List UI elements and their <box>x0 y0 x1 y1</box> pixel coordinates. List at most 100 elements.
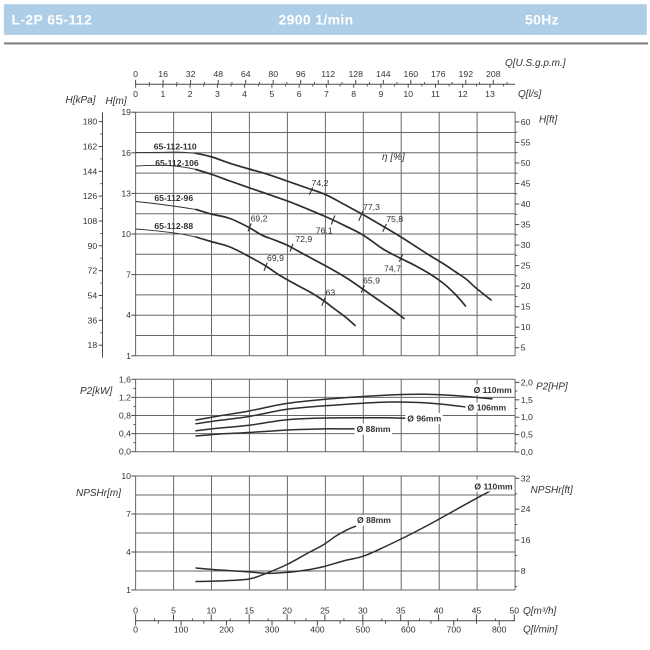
svg-text:40: 40 <box>521 199 531 209</box>
svg-text:8: 8 <box>351 89 356 99</box>
svg-text:Q[U.S.g.p.m.]: Q[U.S.g.p.m.] <box>505 58 566 69</box>
svg-text:90: 90 <box>88 241 98 251</box>
svg-text:0: 0 <box>133 69 138 79</box>
svg-text:60: 60 <box>521 117 531 127</box>
svg-text:Ø 110mm: Ø 110mm <box>474 481 513 491</box>
svg-text:700: 700 <box>447 625 462 635</box>
svg-text:15: 15 <box>244 605 254 615</box>
svg-text:H[kPa]: H[kPa] <box>66 95 96 106</box>
svg-text:20: 20 <box>521 281 531 291</box>
svg-text:4: 4 <box>242 89 247 99</box>
svg-text:10: 10 <box>403 89 413 99</box>
svg-text:Q[l/s]: Q[l/s] <box>518 89 542 100</box>
svg-text:96: 96 <box>296 69 306 79</box>
svg-text:65-112-110: 65-112-110 <box>154 141 197 151</box>
svg-text:55: 55 <box>521 137 531 147</box>
svg-text:0,5: 0,5 <box>521 430 533 440</box>
svg-text:0: 0 <box>133 625 138 635</box>
svg-text:50Hz: 50Hz <box>525 11 559 27</box>
svg-text:64: 64 <box>241 69 251 79</box>
svg-text:69,9: 69,9 <box>267 253 284 263</box>
svg-text:0,0: 0,0 <box>119 447 131 457</box>
svg-text:1,6: 1,6 <box>119 374 131 384</box>
svg-text:13: 13 <box>121 188 131 198</box>
svg-text:Ø 106mm: Ø 106mm <box>468 403 507 413</box>
svg-text:65,9: 65,9 <box>363 275 380 285</box>
svg-text:72: 72 <box>88 266 98 276</box>
svg-text:76,1: 76,1 <box>316 225 333 235</box>
svg-text:0,8: 0,8 <box>119 411 131 421</box>
svg-text:108: 108 <box>83 216 98 226</box>
svg-text:100: 100 <box>174 625 189 635</box>
svg-text:15: 15 <box>521 302 531 312</box>
svg-text:36: 36 <box>88 315 98 325</box>
svg-text:2: 2 <box>188 89 193 99</box>
svg-text:4: 4 <box>126 310 131 320</box>
svg-text:74,2: 74,2 <box>312 178 329 188</box>
svg-text:50: 50 <box>521 158 531 168</box>
svg-text:0,0: 0,0 <box>521 447 533 457</box>
svg-text:160: 160 <box>404 69 419 79</box>
svg-text:18: 18 <box>88 340 98 350</box>
svg-text:144: 144 <box>83 166 98 176</box>
svg-text:0: 0 <box>133 89 138 99</box>
svg-text:P2[kW]: P2[kW] <box>80 386 112 397</box>
svg-text:25: 25 <box>521 261 531 271</box>
svg-text:25: 25 <box>320 605 330 615</box>
svg-text:L-2P 65-112: L-2P 65-112 <box>12 11 93 27</box>
svg-text:Ø 88mm: Ø 88mm <box>357 424 391 434</box>
svg-text:Ø 110mm: Ø 110mm <box>474 385 513 395</box>
svg-text:400: 400 <box>310 625 325 635</box>
svg-text:8: 8 <box>521 566 526 576</box>
svg-text:500: 500 <box>356 625 371 635</box>
svg-text:65-112-88: 65-112-88 <box>154 221 193 231</box>
svg-text:65-112-106: 65-112-106 <box>155 158 199 168</box>
svg-text:20: 20 <box>282 605 292 615</box>
svg-text:45: 45 <box>472 605 482 615</box>
svg-text:75,8: 75,8 <box>386 214 403 224</box>
svg-text:208: 208 <box>486 69 501 79</box>
svg-text:5: 5 <box>269 89 274 99</box>
svg-text:NPSHr[m]: NPSHr[m] <box>76 488 121 499</box>
svg-text:65-112-96: 65-112-96 <box>154 193 193 203</box>
svg-text:50: 50 <box>509 605 519 615</box>
svg-text:16: 16 <box>158 69 168 79</box>
svg-text:1: 1 <box>160 89 165 99</box>
svg-text:NPSHr[ft]: NPSHr[ft] <box>531 485 573 496</box>
svg-text:10: 10 <box>121 229 131 239</box>
svg-text:P2[HP]: P2[HP] <box>536 382 568 393</box>
svg-text:1,0: 1,0 <box>521 412 533 422</box>
svg-text:800: 800 <box>492 625 507 635</box>
svg-text:144: 144 <box>376 69 391 79</box>
svg-text:11: 11 <box>431 89 440 99</box>
svg-text:32: 32 <box>521 473 531 483</box>
svg-text:9: 9 <box>378 89 383 99</box>
svg-text:35: 35 <box>521 220 531 230</box>
svg-text:H[m]: H[m] <box>106 96 127 107</box>
svg-text:3: 3 <box>215 89 220 99</box>
svg-text:77,3: 77,3 <box>363 202 380 212</box>
svg-text:48: 48 <box>213 69 223 79</box>
svg-text:600: 600 <box>401 625 416 635</box>
svg-text:30: 30 <box>358 605 368 615</box>
svg-text:180: 180 <box>83 117 98 127</box>
svg-text:2,0: 2,0 <box>521 377 533 387</box>
svg-text:2900 1/min: 2900 1/min <box>278 11 353 27</box>
svg-text:30: 30 <box>521 240 531 250</box>
svg-text:16: 16 <box>121 148 131 158</box>
svg-text:35: 35 <box>396 605 406 615</box>
svg-text:1,2: 1,2 <box>119 392 131 402</box>
svg-text:54: 54 <box>88 291 98 301</box>
svg-text:1: 1 <box>126 351 131 361</box>
svg-text:Ø 96mm: Ø 96mm <box>407 413 441 423</box>
svg-text:1,5: 1,5 <box>521 395 533 405</box>
svg-text:69,2: 69,2 <box>251 214 268 224</box>
svg-text:16: 16 <box>521 535 531 545</box>
svg-text:162: 162 <box>83 142 98 152</box>
svg-text:12: 12 <box>458 89 468 99</box>
svg-text:5: 5 <box>521 343 526 353</box>
svg-text:126: 126 <box>83 191 98 201</box>
svg-text:0,4: 0,4 <box>119 429 131 439</box>
svg-text:80: 80 <box>268 69 278 79</box>
svg-text:200: 200 <box>219 625 234 635</box>
